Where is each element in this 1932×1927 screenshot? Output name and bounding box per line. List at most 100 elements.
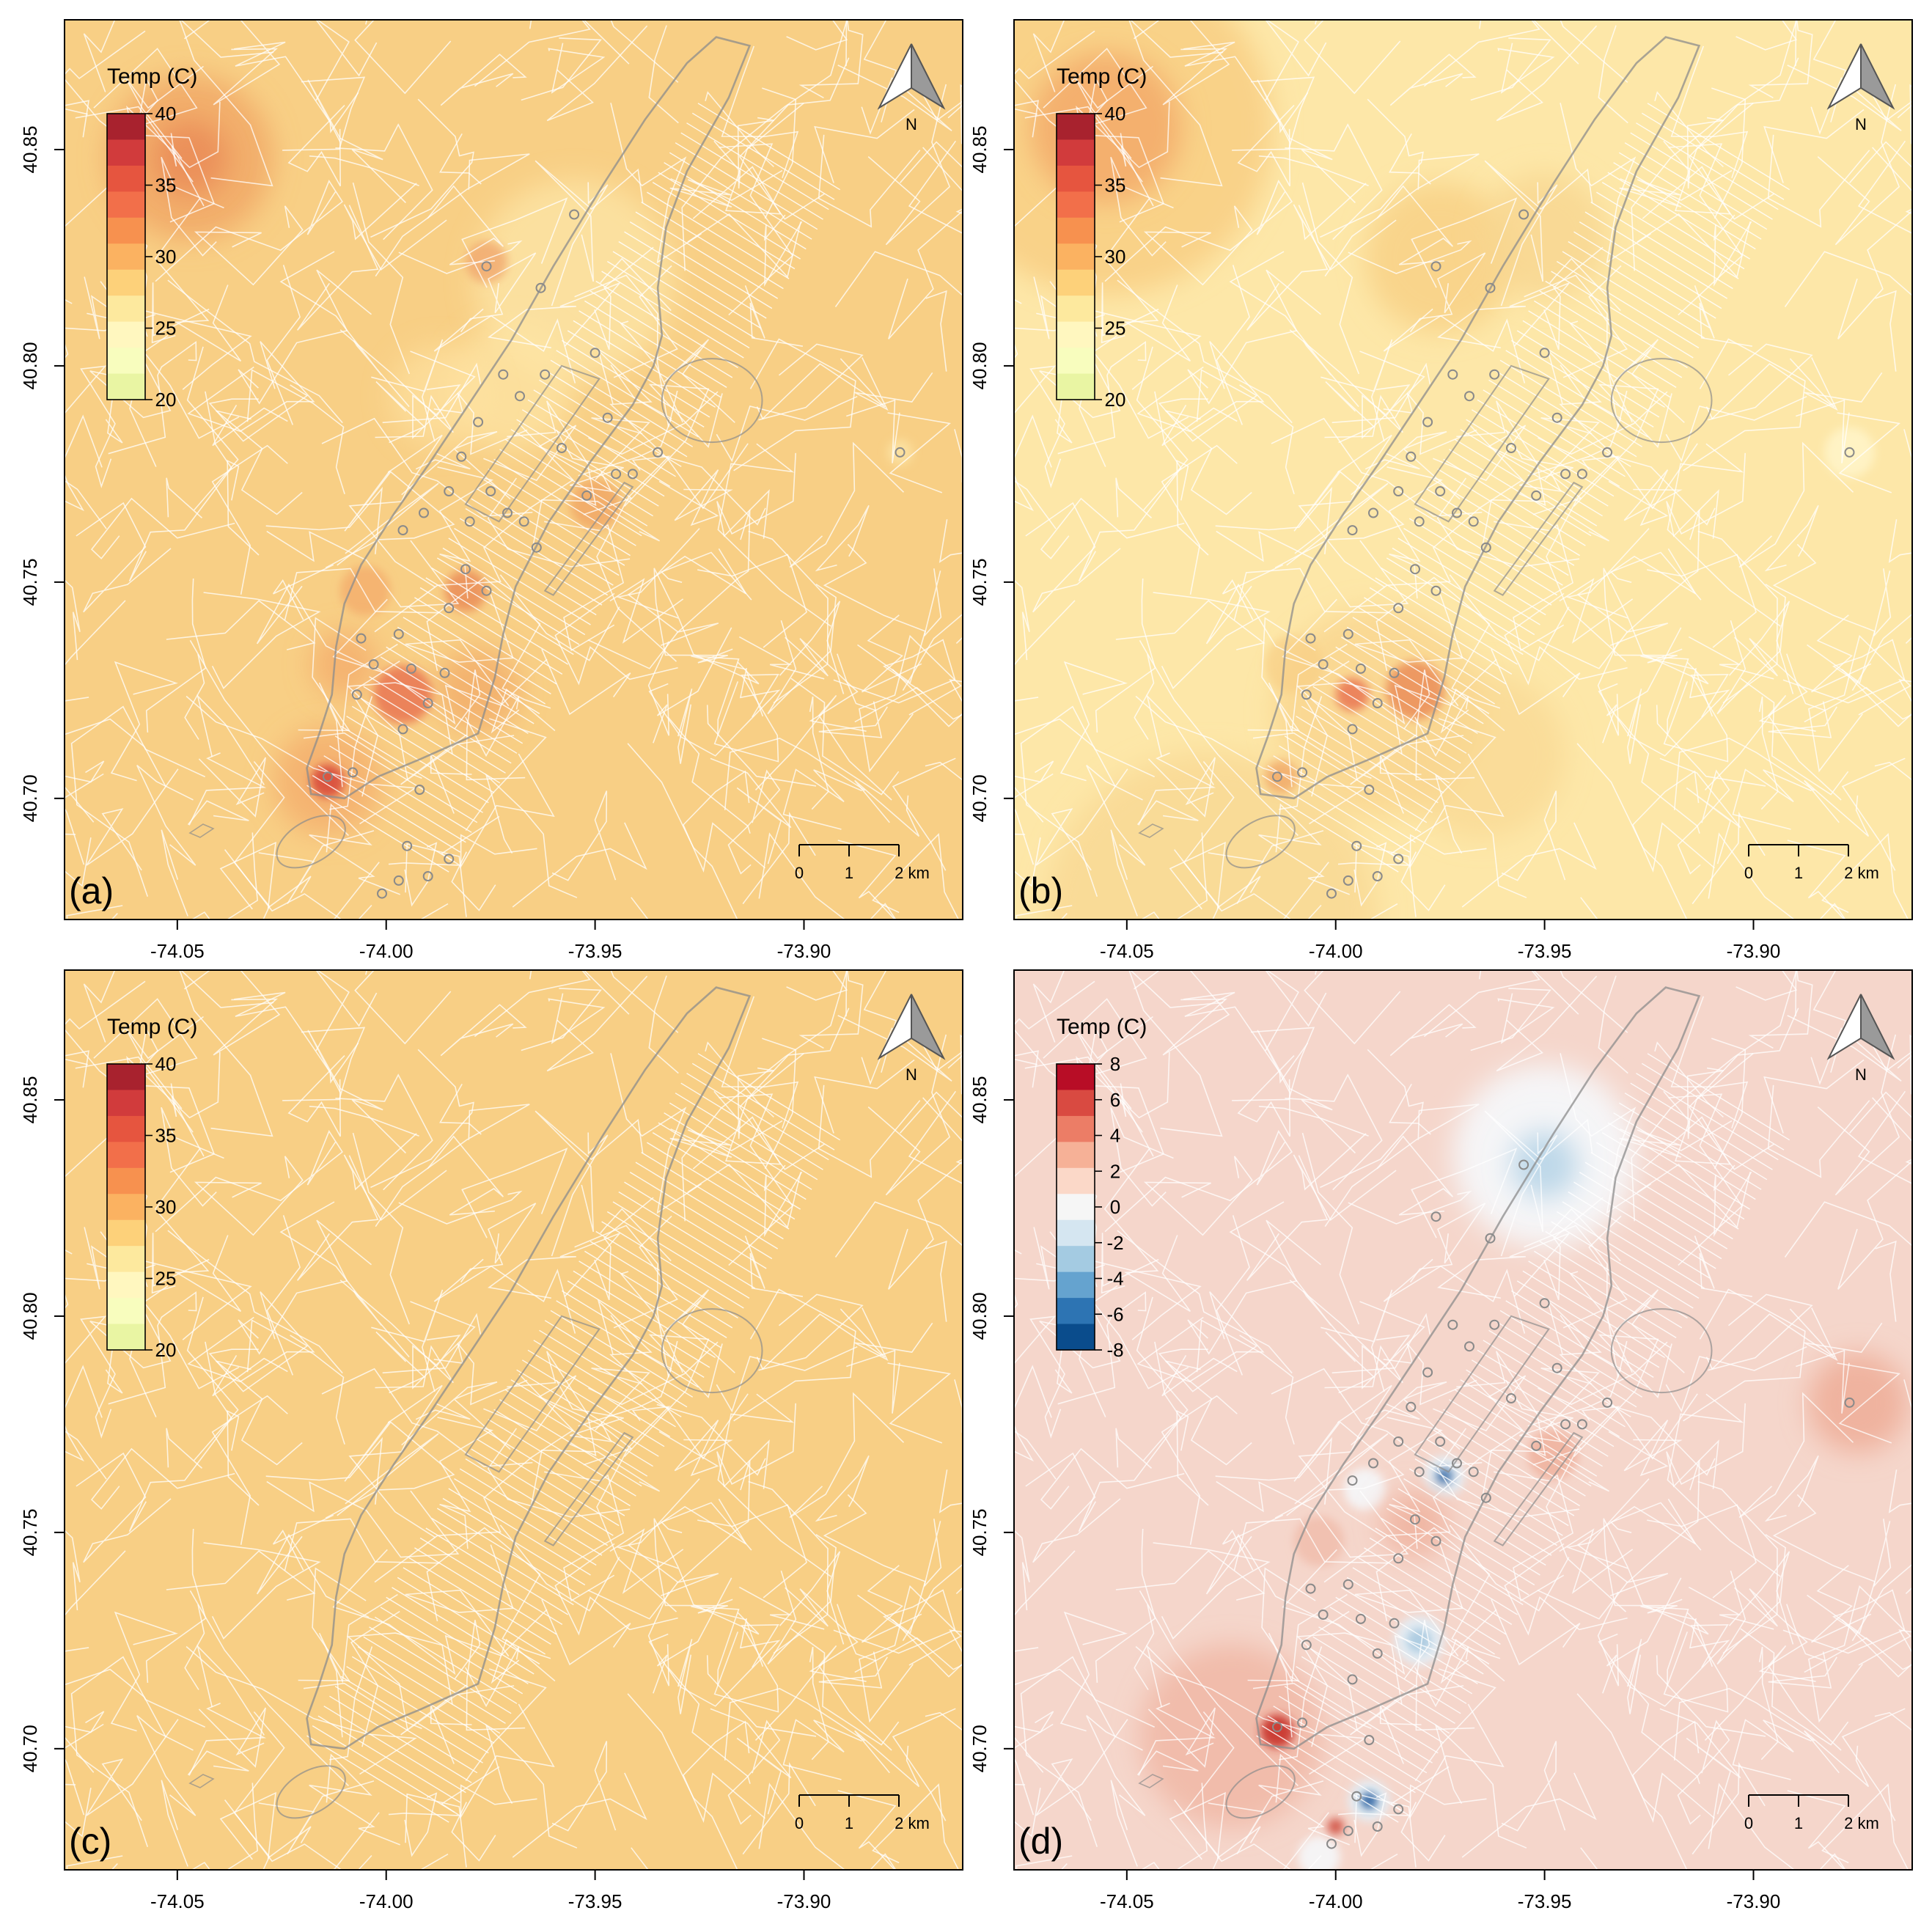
legend-tick-label: 20: [1105, 389, 1126, 411]
legend-swatch: [107, 348, 145, 374]
legend-swatch: [107, 296, 145, 322]
legend-swatch: [1057, 1090, 1095, 1116]
legend-swatch: [1057, 114, 1095, 140]
temperature-hotspot: [1808, 1353, 1909, 1453]
y-tick-label: 40.70: [969, 774, 991, 822]
legend-tick-label: 25: [155, 1268, 177, 1290]
y-tick-label: 40.70: [969, 1725, 991, 1772]
legend-swatch: [107, 218, 145, 244]
legend-swatch: [107, 166, 145, 192]
temperature-hotspot: [887, 440, 912, 465]
legend-swatch: [107, 374, 145, 400]
legend-swatch: [107, 1324, 145, 1351]
legend-tick-label: 40: [1105, 103, 1126, 125]
scale-label: 1: [1794, 864, 1803, 882]
legend-swatch: [1057, 191, 1095, 218]
y-tick-label: 40.80: [969, 342, 991, 389]
y-tick-label: 40.85: [969, 125, 991, 173]
north-arrow-label: N: [1855, 115, 1867, 133]
temperature-hotspot: [1294, 1516, 1344, 1566]
legend-tick-label: 25: [155, 318, 177, 339]
x-tick-label: -73.90: [777, 940, 831, 962]
scale-label: 0: [1744, 1814, 1753, 1832]
panel-label: (b): [1018, 870, 1063, 911]
legend-swatch: [107, 1090, 145, 1116]
y-tick-label: 40.75: [969, 558, 991, 606]
x-tick-label: -73.90: [1727, 1890, 1781, 1912]
x-tick-label: -73.90: [777, 1890, 831, 1912]
map-panel-a: -74.05-74.00-73.95-73.9040.7040.7540.804…: [0, 0, 1098, 1053]
scale-label: 0: [795, 1814, 804, 1832]
scale-label: 0: [795, 864, 804, 882]
legend-tick-label: 2: [1110, 1160, 1120, 1182]
scale-label: 1: [1794, 1814, 1803, 1832]
legend-title: Temp (C): [1057, 1015, 1147, 1039]
legend-tick-label: -8: [1106, 1339, 1123, 1361]
temperature-hotspot: [1327, 1818, 1344, 1835]
y-tick-label: 40.85: [19, 1076, 41, 1123]
legend-swatch: [1057, 1116, 1095, 1142]
temperature-hotspot: [1139, 1644, 1323, 1828]
legend-tick-label: -2: [1106, 1232, 1123, 1254]
y-tick-label: 40.75: [19, 1508, 41, 1556]
temperature-hotspot: [340, 565, 390, 615]
y-tick-label: 40.70: [19, 774, 41, 822]
map-area: [0, 0, 1098, 1053]
north-arrow-label: N: [906, 1065, 917, 1084]
legend-tick-label: 40: [155, 1053, 177, 1075]
legend-tick-label: 6: [1110, 1089, 1120, 1111]
legend-swatch: [1057, 1272, 1095, 1299]
legend-swatch: [1057, 1298, 1095, 1324]
legend-tick-label: 40: [155, 103, 177, 125]
legend-tick-label: -4: [1106, 1268, 1123, 1290]
panel-label: (d): [1018, 1821, 1063, 1862]
legend-swatch: [107, 243, 145, 270]
y-tick-label: 40.80: [19, 1292, 41, 1340]
legend-swatch: [107, 1116, 145, 1142]
y-tick-label: 40.80: [19, 342, 41, 389]
x-tick-label: -74.05: [150, 1890, 205, 1912]
legend-tick-label: 30: [1105, 246, 1126, 268]
x-axis: -74.05-74.00-73.95-73.90: [150, 1870, 831, 1912]
legend-swatch: [107, 191, 145, 218]
street-segment: [0, 234, 72, 304]
legend-swatch: [107, 1220, 145, 1247]
legend-swatch: [107, 1246, 145, 1272]
legend-tick-label: 20: [155, 389, 177, 411]
legend-title: Temp (C): [107, 65, 197, 89]
legend-swatch: [1057, 270, 1095, 296]
legend-swatch: [1057, 1142, 1095, 1168]
scale-label: 2 km: [1844, 864, 1879, 882]
legend-tick-label: 35: [155, 1125, 177, 1147]
temperature-hotspot: [1824, 427, 1874, 477]
legend-title: Temp (C): [1057, 65, 1147, 89]
temperature-hotspot: [1298, 1836, 1340, 1878]
scale-label: 2 km: [895, 864, 930, 882]
legend-title: Temp (C): [107, 1015, 197, 1039]
legend-tick-label: 4: [1110, 1125, 1120, 1147]
y-tick-label: 40.75: [19, 558, 41, 606]
x-tick-label: -74.00: [1309, 1890, 1363, 1912]
legend-tick-label: 35: [155, 175, 177, 197]
legend-tick-label: 8: [1110, 1053, 1120, 1075]
legend-swatch: [1057, 1220, 1095, 1247]
y-tick-label: 40.85: [19, 125, 41, 173]
legend-tick-label: 25: [1105, 318, 1126, 339]
legend-swatch: [1057, 139, 1095, 166]
legend-swatch: [1057, 166, 1095, 192]
x-tick-label: -74.00: [359, 940, 414, 962]
x-tick-label: -74.00: [1309, 940, 1363, 962]
legend-swatch: [1057, 348, 1095, 374]
scale-label: 1: [845, 1814, 853, 1832]
legend-swatch: [1057, 1194, 1095, 1220]
panel-label: (a): [69, 870, 114, 911]
street-segment: [0, 1184, 72, 1254]
scale-label: 2 km: [1844, 1814, 1879, 1832]
legend-swatch: [107, 270, 145, 296]
legend-swatch: [1057, 1168, 1095, 1194]
legend-swatch: [1057, 243, 1095, 270]
